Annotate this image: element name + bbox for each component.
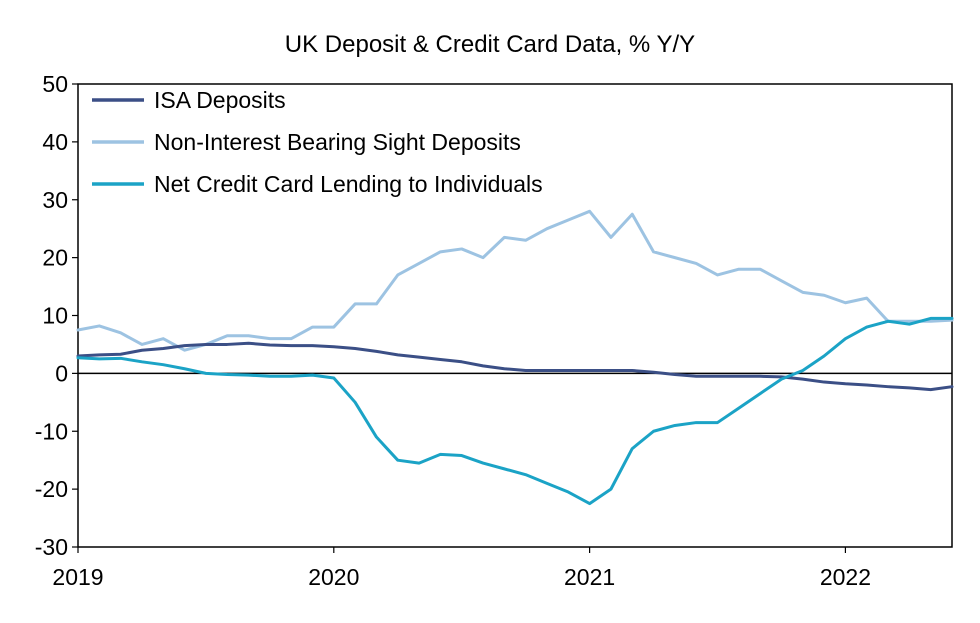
y-tick-label: 40 bbox=[42, 129, 68, 155]
y-tick-label: 30 bbox=[42, 187, 68, 213]
legend-label: Net Credit Card Lending to Individuals bbox=[154, 171, 543, 197]
y-axis: -30 -20 -10 0 10 20 30 40 50 bbox=[35, 71, 78, 560]
chart-title: UK Deposit & Credit Card Data, % Y/Y bbox=[285, 31, 695, 58]
y-tick-label: 50 bbox=[42, 71, 68, 97]
y-tick-label: -20 bbox=[35, 476, 68, 502]
legend-label: ISA Deposits bbox=[154, 87, 286, 113]
legend-label: Non-Interest Bearing Sight Deposits bbox=[154, 129, 521, 155]
y-tick-label: 10 bbox=[42, 303, 68, 329]
x-tick-label: 2019 bbox=[52, 564, 103, 590]
series-line-1 bbox=[76, 209, 954, 352]
x-axis: 2019 2020 2021 2022 bbox=[52, 547, 871, 590]
legend: ISA Deposits Non-Interest Bearing Sight D… bbox=[92, 87, 543, 197]
series-line-2 bbox=[76, 316, 954, 506]
series-line-0 bbox=[76, 341, 954, 392]
x-tick-label: 2021 bbox=[564, 564, 615, 590]
y-tick-label: 20 bbox=[42, 245, 68, 271]
x-tick-label: 2022 bbox=[820, 564, 871, 590]
x-tick-label: 2020 bbox=[308, 564, 359, 590]
series-lines bbox=[76, 209, 954, 506]
y-tick-label: 0 bbox=[55, 360, 68, 386]
y-tick-label: -30 bbox=[35, 534, 68, 560]
y-tick-label: -10 bbox=[35, 418, 68, 444]
